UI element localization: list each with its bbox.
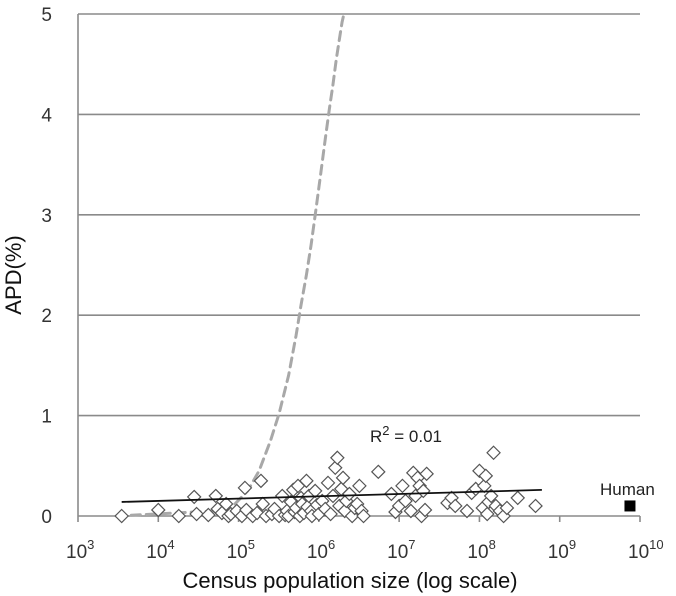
- data-point: [208, 488, 224, 504]
- data-point: [356, 508, 371, 524]
- data-point: [483, 488, 499, 504]
- x-axis-title: Census population size (log scale): [182, 568, 517, 593]
- data-point: [342, 486, 357, 502]
- data-point: [237, 480, 253, 496]
- data-point: [486, 445, 501, 461]
- trend-line: [121, 488, 542, 503]
- y-tick-label: 0: [41, 507, 52, 528]
- data-point: [417, 502, 433, 518]
- data-point: [200, 507, 216, 523]
- data-point: [189, 506, 204, 522]
- dashed-curve-line: [114, 12, 346, 518]
- x-tick-label: 105: [227, 537, 255, 563]
- dashed-curve: [114, 12, 346, 518]
- data-point: [186, 489, 202, 505]
- data-point: [274, 488, 290, 504]
- x-tick-label: 1010: [628, 537, 664, 563]
- trendline-group: [121, 488, 542, 503]
- y-tick-label: 4: [41, 105, 52, 126]
- data-point: [255, 496, 271, 512]
- data-point: [352, 478, 367, 494]
- x-tick-label: 108: [467, 537, 495, 563]
- data-points: [114, 445, 636, 524]
- data-point: [218, 496, 234, 512]
- tick-labels: 0 1 2 3 4 5 103 104 105 106 107 108 109 1010: [41, 5, 663, 563]
- data-point: [403, 503, 419, 519]
- x-tick-label: 109: [548, 537, 576, 563]
- x-tick-label: 103: [66, 537, 94, 563]
- x-tick-label: 107: [387, 537, 415, 563]
- data-point: [528, 498, 543, 514]
- data-point: [299, 473, 314, 489]
- data-point: [499, 500, 515, 516]
- data-point: [114, 508, 130, 524]
- data-point: [447, 498, 463, 514]
- data-point: [327, 460, 343, 476]
- data-point: [323, 506, 338, 522]
- data-point: [370, 464, 386, 480]
- human-point: [624, 500, 636, 512]
- data-point: [478, 468, 494, 484]
- r-squared-label: R2 = 0.01: [370, 423, 442, 446]
- data-point: [419, 466, 434, 482]
- y-tick-label: 2: [41, 306, 52, 327]
- human-label: Human: [600, 480, 655, 499]
- data-point: [171, 508, 187, 524]
- data-point: [320, 475, 336, 491]
- data-point: [479, 506, 495, 522]
- data-point: [398, 493, 413, 509]
- data-point: [335, 470, 351, 486]
- y-tick-label: 5: [41, 5, 52, 26]
- data-point: [395, 478, 410, 494]
- x-tick-label: 106: [307, 537, 335, 563]
- x-tick-label: 104: [146, 537, 174, 563]
- data-point: [253, 473, 269, 489]
- data-point: [459, 503, 475, 519]
- y-tick-label: 1: [41, 407, 52, 428]
- data-point: [307, 483, 323, 499]
- y-axis-title: APD(%): [1, 235, 26, 314]
- y-tick-label: 3: [41, 206, 52, 227]
- axes: [77, 14, 641, 522]
- data-point: [150, 502, 166, 518]
- grid-lines: [78, 13, 640, 417]
- data-point: [510, 490, 526, 506]
- data-point: [330, 450, 345, 466]
